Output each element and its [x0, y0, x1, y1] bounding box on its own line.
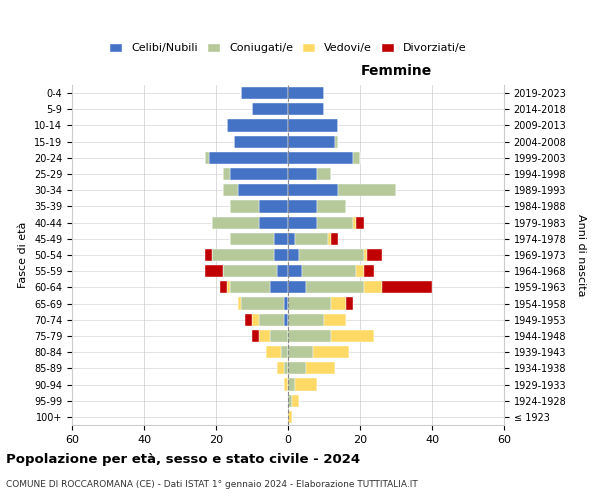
Bar — [295, 378, 317, 390]
Bar — [284, 298, 288, 310]
Bar — [288, 136, 335, 147]
Bar — [241, 87, 288, 99]
Bar — [274, 232, 288, 245]
Bar — [367, 249, 382, 261]
Bar — [270, 330, 288, 342]
Bar — [299, 249, 364, 261]
Bar — [277, 265, 288, 278]
Bar — [274, 249, 288, 261]
Bar — [317, 168, 331, 180]
Bar — [356, 216, 364, 228]
Bar — [364, 265, 374, 278]
Text: Popolazione per età, sesso e stato civile - 2024: Popolazione per età, sesso e stato civil… — [6, 452, 360, 466]
Bar — [364, 282, 382, 294]
Bar — [223, 265, 277, 278]
Bar — [205, 265, 223, 278]
Bar — [212, 249, 274, 261]
Bar — [252, 314, 259, 326]
Bar — [288, 314, 324, 326]
Bar — [252, 103, 288, 116]
Bar — [205, 152, 209, 164]
Bar — [317, 200, 346, 212]
Bar — [281, 346, 288, 358]
Bar — [266, 346, 281, 358]
Bar — [302, 265, 356, 278]
Bar — [288, 330, 331, 342]
Bar — [205, 249, 212, 261]
Bar — [209, 152, 288, 164]
Bar — [306, 362, 335, 374]
Bar — [284, 378, 288, 390]
Bar — [353, 216, 356, 228]
Bar — [230, 200, 259, 212]
Bar — [288, 232, 295, 245]
Bar — [245, 314, 252, 326]
Bar — [238, 298, 241, 310]
Bar — [230, 232, 274, 245]
Bar — [234, 136, 288, 147]
Bar — [353, 152, 360, 164]
Bar — [288, 346, 313, 358]
Text: COMUNE DI ROCCAROMANA (CE) - Dati ISTAT 1° gennaio 2024 - Elaborazione TUTTITALI: COMUNE DI ROCCAROMANA (CE) - Dati ISTAT … — [6, 480, 418, 489]
Bar — [331, 298, 346, 310]
Bar — [284, 362, 288, 374]
Bar — [295, 232, 328, 245]
Bar — [227, 120, 288, 132]
Bar — [259, 330, 270, 342]
Bar — [313, 346, 349, 358]
Bar — [317, 216, 353, 228]
Bar — [288, 378, 295, 390]
Bar — [288, 282, 306, 294]
Bar — [324, 314, 346, 326]
Bar — [259, 314, 284, 326]
Bar — [288, 394, 292, 407]
Bar — [288, 265, 302, 278]
Bar — [288, 168, 317, 180]
Bar — [230, 282, 270, 294]
Bar — [259, 216, 288, 228]
Bar — [288, 87, 324, 99]
Bar — [270, 282, 288, 294]
Bar — [356, 265, 364, 278]
Bar — [223, 184, 238, 196]
Bar — [335, 136, 338, 147]
Bar — [241, 298, 284, 310]
Bar — [292, 394, 299, 407]
Bar — [288, 411, 292, 423]
Bar — [238, 184, 288, 196]
Bar — [288, 103, 324, 116]
Bar — [331, 330, 374, 342]
Bar — [288, 152, 353, 164]
Bar — [277, 362, 284, 374]
Y-axis label: Anni di nascita: Anni di nascita — [576, 214, 586, 296]
Bar — [306, 282, 364, 294]
Bar — [288, 120, 338, 132]
Bar — [328, 232, 331, 245]
Bar — [346, 298, 353, 310]
Text: Femmine: Femmine — [361, 64, 431, 78]
Bar — [288, 249, 299, 261]
Bar — [382, 282, 432, 294]
Bar — [288, 216, 317, 228]
Bar — [288, 362, 306, 374]
Bar — [220, 282, 227, 294]
Bar — [252, 330, 259, 342]
Bar — [331, 232, 338, 245]
Legend: Celibi/Nubili, Coniugati/e, Vedovi/e, Divorziati/e: Celibi/Nubili, Coniugati/e, Vedovi/e, Di… — [109, 43, 467, 54]
Bar — [364, 249, 367, 261]
Bar — [230, 168, 288, 180]
Bar — [288, 184, 338, 196]
Bar — [284, 314, 288, 326]
Bar — [259, 200, 288, 212]
Y-axis label: Fasce di età: Fasce di età — [19, 222, 28, 288]
Bar — [227, 282, 230, 294]
Bar — [288, 298, 331, 310]
Bar — [288, 200, 317, 212]
Bar — [223, 168, 230, 180]
Bar — [212, 216, 259, 228]
Bar — [338, 184, 396, 196]
